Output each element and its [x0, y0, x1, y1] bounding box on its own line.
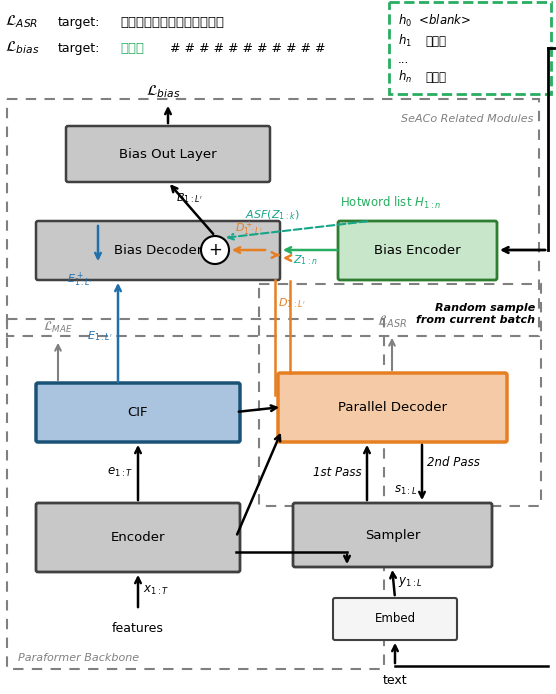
Text: text: text	[383, 673, 408, 686]
Text: $h_n$: $h_n$	[398, 69, 412, 85]
Text: Embed: Embed	[374, 613, 415, 625]
Text: Bias Encoder: Bias Encoder	[374, 244, 461, 257]
Text: $D_{1:L'}$: $D_{1:L'}$	[278, 296, 305, 310]
Text: SeACo Related Modules: SeACo Related Modules	[401, 114, 533, 124]
Text: $h_1$: $h_1$	[398, 33, 412, 49]
Text: $ASF(Z_{1:k})$: $ASF(Z_{1:k})$	[245, 208, 300, 222]
FancyBboxPatch shape	[333, 598, 457, 640]
FancyBboxPatch shape	[293, 503, 492, 567]
Text: 紫金山: 紫金山	[425, 35, 446, 47]
Text: Hotword list $H_{1:n}$: Hotword list $H_{1:n}$	[340, 195, 441, 211]
Text: $E_{1:L'}$: $E_{1:L'}$	[87, 329, 113, 343]
Text: $e_{1:T}$: $e_{1:T}$	[107, 466, 133, 479]
FancyBboxPatch shape	[338, 221, 497, 280]
Text: +: +	[208, 241, 222, 259]
Text: $E^+_{1:L'}$: $E^+_{1:L'}$	[67, 271, 93, 289]
Text: $s_{1:L}$: $s_{1:L}$	[394, 484, 417, 496]
Text: $h_0$  <blank>: $h_0$ <blank>	[398, 13, 471, 29]
Text: CIF: CIF	[128, 406, 148, 419]
Text: $x_{1:T}$: $x_{1:T}$	[143, 584, 169, 597]
Text: $\mathcal{L}_{bias}$: $\mathcal{L}_{bias}$	[5, 40, 39, 56]
Text: $\mathcal{L}_{ASR}$: $\mathcal{L}_{ASR}$	[5, 14, 38, 31]
Text: $Z_{1:n}$: $Z_{1:n}$	[293, 253, 318, 267]
Text: Random sample
from current batch: Random sample from current batch	[416, 303, 535, 325]
Text: $\mathcal{L}_{ASR}$: $\mathcal{L}_{ASR}$	[377, 314, 407, 330]
Text: target:: target:	[58, 15, 101, 28]
Text: Paraformer Backbone: Paraformer Backbone	[18, 653, 139, 663]
Text: $y_{1:L}$: $y_{1:L}$	[398, 575, 423, 589]
Text: ...: ...	[398, 53, 409, 65]
Text: $\mathcal{L}_{bias}$: $\mathcal{L}_{bias}$	[146, 83, 180, 100]
Text: Bias Decoder: Bias Decoder	[114, 244, 202, 257]
FancyBboxPatch shape	[36, 503, 240, 572]
Text: Encoder: Encoder	[111, 531, 165, 544]
Text: 1st Pass: 1st Pass	[314, 466, 362, 478]
Text: Sampler: Sampler	[365, 529, 420, 541]
Text: Bias Out Layer: Bias Out Layer	[119, 148, 217, 160]
Text: features: features	[112, 622, 164, 634]
Text: 紫金山: 紫金山	[120, 42, 144, 55]
Text: 2nd Pass: 2nd Pass	[427, 455, 480, 468]
Circle shape	[201, 236, 229, 264]
FancyBboxPatch shape	[389, 2, 551, 94]
Text: 紫金山天文台公布了一月天象: 紫金山天文台公布了一月天象	[120, 15, 224, 28]
Text: $\mathcal{L}_{MAE}$: $\mathcal{L}_{MAE}$	[43, 320, 73, 335]
Text: 王师傅: 王师傅	[425, 71, 446, 83]
FancyBboxPatch shape	[66, 126, 270, 182]
Text: Parallel Decoder: Parallel Decoder	[338, 401, 447, 414]
Text: target:: target:	[58, 42, 101, 55]
FancyBboxPatch shape	[36, 221, 280, 280]
Text: $B_{1:L'}$: $B_{1:L'}$	[176, 191, 202, 205]
Text: $D^+_{1:L'}$: $D^+_{1:L'}$	[235, 219, 262, 238]
FancyBboxPatch shape	[36, 383, 240, 442]
Text: # # # # # # # # # # #: # # # # # # # # # # #	[170, 42, 325, 55]
FancyBboxPatch shape	[278, 373, 507, 442]
